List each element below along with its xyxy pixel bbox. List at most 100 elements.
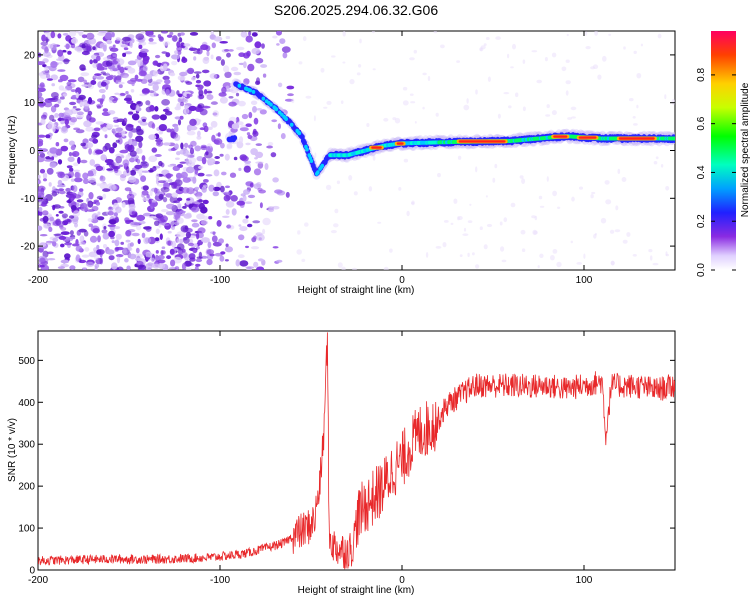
- heatmap-cell: [198, 202, 205, 210]
- ridge-mid: [251, 89, 256, 94]
- heatmap-cell: [104, 32, 113, 40]
- heatmap-cell: [50, 105, 57, 113]
- heatmap-cell: [155, 250, 159, 254]
- heatmap-cell: [96, 55, 101, 62]
- heatmap-cell: [64, 109, 74, 116]
- heatmap-cell: [285, 191, 290, 198]
- spectrogram-xlabel: Height of straight line (km): [298, 285, 415, 296]
- heatmap-cell: [85, 126, 94, 132]
- heatmap-cell: [200, 146, 208, 151]
- heatmap-cell: [272, 177, 279, 183]
- heatmap-cell: [60, 259, 70, 264]
- heatmap-cell: [73, 162, 79, 167]
- heatmap-cell: [108, 147, 115, 154]
- heatmap-cell: [71, 37, 78, 45]
- heatmap-cell: [75, 31, 84, 34]
- heatmap-cell: [175, 117, 180, 120]
- heatmap-cell: [188, 125, 198, 131]
- heatmap-cell: [657, 33, 662, 39]
- heatmap-cell: [440, 44, 445, 49]
- heatmap-cell: [165, 193, 173, 198]
- x-tick-label: 0: [399, 275, 405, 286]
- heatmap-cell: [148, 134, 157, 141]
- heatmap-cell: [125, 91, 129, 95]
- heatmap-cell: [245, 142, 251, 146]
- heatmap-cell: [665, 186, 670, 191]
- heatmap-cell: [174, 221, 180, 226]
- heatmap-cell: [565, 80, 571, 85]
- heatmap-cell: [169, 196, 178, 204]
- heatmap-cell: [186, 198, 191, 201]
- heatmap-cell: [220, 251, 226, 255]
- ridge-mid: [248, 88, 252, 93]
- heatmap-cell: [111, 32, 115, 38]
- heatmap-cell: [268, 208, 275, 213]
- heatmap-cell: [55, 142, 60, 147]
- heatmap-cell: [143, 212, 152, 217]
- heatmap-cell: [183, 142, 189, 148]
- heatmap-cell: [48, 182, 52, 187]
- heatmap-cell: [252, 106, 257, 113]
- heatmap-cell: [57, 98, 62, 104]
- heatmap-cell: [510, 66, 514, 69]
- colorbar-tick-label: 0.0: [696, 263, 707, 277]
- heatmap-cell: [262, 228, 266, 235]
- heatmap-cell: [57, 159, 63, 165]
- heatmap-cell: [186, 262, 194, 266]
- heatmap-cell: [41, 34, 46, 42]
- heatmap-cell: [77, 76, 85, 83]
- heatmap-cell: [270, 152, 277, 158]
- heatmap-cell: [201, 69, 210, 74]
- heatmap-cell: [254, 157, 258, 160]
- heatmap-cell: [162, 223, 170, 227]
- ridge-mid: [673, 136, 675, 141]
- heatmap-cell: [153, 91, 157, 97]
- heatmap-cell: [594, 31, 598, 36]
- snr-ticks: -200 -100 0 100 0 100 200 300 400 500: [18, 331, 675, 586]
- x-tick-label: -100: [210, 575, 230, 586]
- heatmap-cell: [158, 130, 163, 135]
- heatmap-cell: [99, 31, 108, 33]
- heatmap-cell: [176, 151, 181, 156]
- heatmap-cell: [281, 46, 291, 53]
- heatmap-cell: [199, 108, 208, 116]
- heatmap-cell: [49, 162, 57, 168]
- heatmap-cell: [42, 215, 49, 223]
- heatmap-cell: [600, 217, 607, 224]
- heatmap-cell: [219, 96, 228, 104]
- heatmap-cell: [298, 61, 303, 65]
- heatmap-cell: [146, 193, 150, 199]
- heatmap-cell: [182, 205, 187, 209]
- heatmap-cell: [60, 227, 67, 231]
- heatmap-cell: [326, 100, 332, 105]
- heatmap-cell: [198, 89, 204, 97]
- heatmap-cell: [271, 205, 280, 210]
- heatmap-cell: [485, 195, 488, 198]
- heatmap-cell: [120, 44, 128, 48]
- heatmap-cell: [515, 92, 519, 98]
- heatmap-cell: [196, 156, 204, 162]
- heatmap-cell: [222, 191, 231, 195]
- heatmap-cell: [69, 167, 74, 172]
- heatmap-cell: [157, 218, 166, 224]
- heatmap-cell: [156, 137, 162, 146]
- heatmap-cell: [414, 121, 417, 124]
- heatmap-cell: [333, 223, 339, 228]
- heatmap-cell: [389, 248, 393, 253]
- heatmap-cell: [394, 117, 401, 124]
- heatmap-cell: [79, 235, 84, 242]
- heatmap-cell: [97, 32, 106, 36]
- heatmap-cell: [469, 203, 472, 206]
- heatmap-cell: [194, 168, 199, 175]
- ridge-mid: [316, 170, 320, 175]
- heatmap-cell: [633, 50, 637, 55]
- heatmap-cell: [128, 176, 137, 183]
- heatmap-cell: [152, 60, 159, 66]
- heatmap-cell: [195, 73, 200, 79]
- heatmap-cell: [175, 157, 180, 160]
- heatmap-cell: [138, 70, 147, 77]
- heatmap-cell: [402, 100, 409, 106]
- heatmap-cell: [238, 234, 245, 241]
- heatmap-cell: [243, 78, 250, 85]
- ridge-mid: [320, 163, 325, 168]
